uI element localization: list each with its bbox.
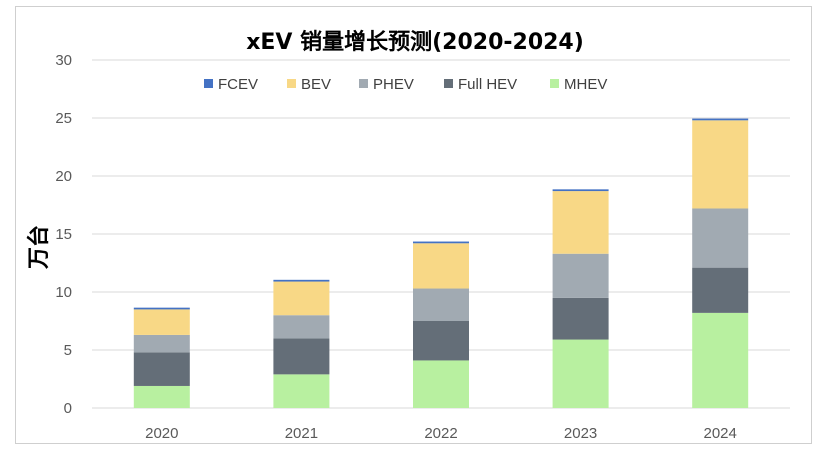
bar-full-hev-2022 (413, 321, 469, 361)
y-tick-label: 0 (64, 400, 72, 417)
legend-item-mhev: MHEV (550, 76, 607, 93)
x-tick-labels: 2020 2021 2022 2023 2024 (145, 425, 737, 442)
bar-phev-2024 (692, 208, 749, 268)
x-tick-label: 2024 (704, 425, 737, 442)
y-tick-label: 20 (55, 168, 72, 185)
chart-frame: xEV 销量增长预测(2020-2024) 万台 0 5 10 15 20 25 30 20… (15, 6, 812, 444)
y-tick-label: 15 (55, 226, 72, 243)
legend-item-fcev: FCEV (204, 76, 258, 93)
bar-full-hev-2021 (273, 338, 330, 375)
y-tick-labels: 0 5 10 15 20 25 30 (55, 52, 72, 417)
bar-fcev-2024 (692, 118, 749, 121)
bars (133, 118, 749, 408)
chart-title: xEV 销量增长预测(2020-2024) (246, 29, 584, 55)
bar-phev-2022 (413, 288, 469, 321)
legend-label: MHEV (564, 76, 607, 93)
legend-swatch (550, 79, 559, 88)
bar-mhev-2023 (552, 339, 609, 408)
y-axis-label: 万台 (26, 225, 52, 270)
legend-label: PHEV (373, 76, 414, 93)
legend-swatch (359, 79, 368, 88)
legend-label: FCEV (218, 76, 258, 93)
chart-svg: xEV 销量增长预测(2020-2024) 万台 0 5 10 15 20 25 30 20… (26, 29, 790, 442)
bar-bev-2020 (133, 309, 190, 335)
y-tick-label: 5 (64, 342, 72, 359)
bar-fcev-2023 (552, 189, 609, 192)
legend-label: Full HEV (458, 76, 517, 93)
legend: FCEV BEV PHEV Full HEV MHEV (204, 76, 607, 93)
bar-bev-2024 (692, 120, 749, 209)
legend-item-phev: PHEV (359, 76, 414, 93)
y-tick-label: 10 (55, 284, 72, 301)
bar-bev-2021 (273, 281, 330, 316)
bar-mhev-2024 (692, 312, 749, 408)
bar-fcev-2020 (133, 307, 190, 310)
bar-full-hev-2020 (133, 352, 190, 386)
x-tick-label: 2023 (564, 425, 597, 442)
bar-phev-2021 (273, 315, 330, 339)
legend-label: BEV (301, 76, 331, 93)
bar-mhev-2021 (273, 374, 330, 408)
bar-full-hev-2024 (692, 267, 749, 313)
legend-swatch (287, 79, 296, 88)
y-tick-label: 25 (55, 110, 72, 127)
legend-item-full-hev: Full HEV (444, 76, 517, 93)
bar-fcev-2021 (273, 279, 330, 282)
bar-phev-2023 (552, 253, 609, 298)
bar-mhev-2020 (133, 385, 190, 408)
bar-phev-2020 (133, 334, 190, 353)
bar-fcev-2022 (413, 241, 469, 244)
x-tick-label: 2021 (285, 425, 318, 442)
x-tick-label: 2022 (424, 425, 457, 442)
legend-swatch (204, 79, 213, 88)
x-tick-label: 2020 (145, 425, 178, 442)
legend-swatch (444, 79, 453, 88)
bar-full-hev-2023 (552, 297, 609, 340)
bar-bev-2022 (413, 243, 469, 289)
bar-mhev-2022 (413, 360, 469, 408)
legend-item-bev: BEV (287, 76, 331, 93)
bar-bev-2023 (552, 191, 609, 254)
y-tick-label: 30 (55, 52, 72, 69)
